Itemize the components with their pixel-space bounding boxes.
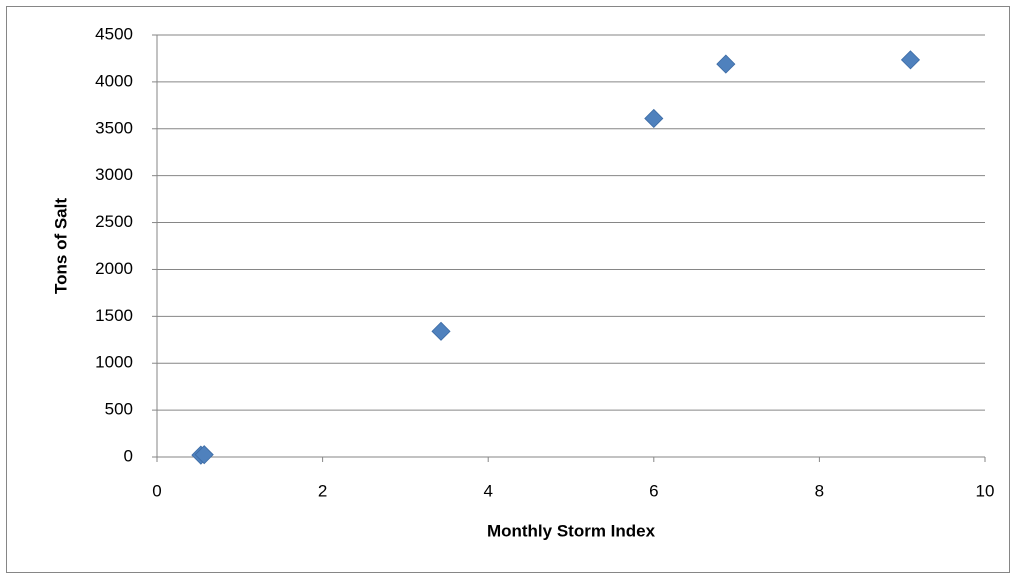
x-tick-label: 4	[483, 481, 492, 500]
x-tick-label: 8	[815, 481, 824, 500]
y-axis-title: Tons of Salt	[51, 198, 70, 294]
x-axis-title: Monthly Storm Index	[487, 521, 656, 540]
data-point	[644, 108, 664, 129]
y-tick-label: 4500	[95, 24, 133, 43]
x-tick-label: 6	[649, 481, 658, 500]
y-tick-label: 3500	[95, 118, 133, 137]
y-tick-label: 0	[124, 446, 133, 465]
x-tick-label: 0	[152, 481, 161, 500]
data-point	[194, 445, 214, 465]
y-tick-label: 1000	[95, 353, 133, 372]
data-point	[431, 321, 451, 341]
data-point	[716, 54, 736, 74]
y-tick-label: 3000	[95, 165, 133, 184]
x-tick-label: 10	[976, 481, 995, 500]
y-tick-label: 4000	[95, 71, 133, 90]
y-tick-label: 500	[105, 400, 133, 419]
y-tick-label: 1500	[95, 306, 133, 325]
y-tick-label: 2000	[95, 259, 133, 278]
x-tick-label: 2	[318, 481, 327, 500]
y-tick-label: 2500	[95, 212, 133, 231]
chart-frame	[6, 6, 1010, 573]
data-point	[900, 50, 921, 70]
